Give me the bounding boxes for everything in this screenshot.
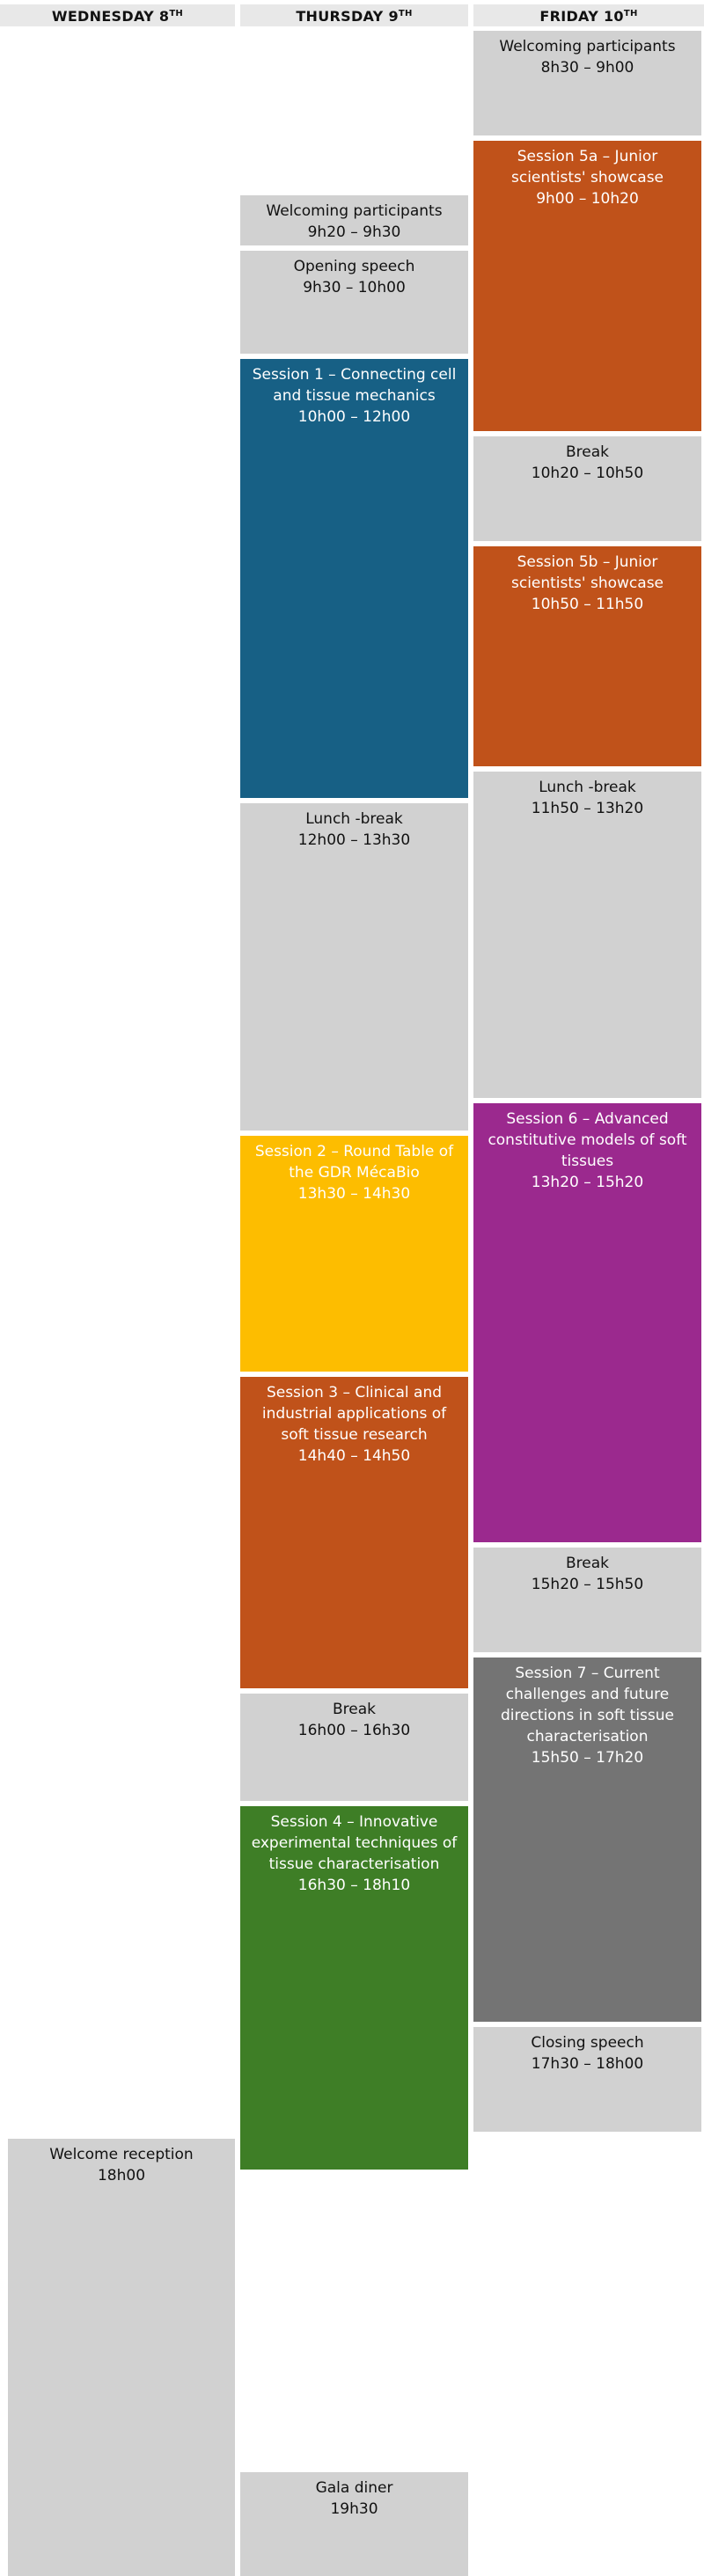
event-time: 18h00 xyxy=(97,2167,146,2184)
event-time: 15h20 – 15h50 xyxy=(531,1576,644,1593)
event-title: Session 5a – Junior scientists' showcase xyxy=(510,148,664,187)
event-welcoming-participants-fri: Welcoming participants 8h30 – 9h00 xyxy=(473,31,701,135)
event-title: Break xyxy=(566,443,609,461)
event-time: 16h30 – 18h10 xyxy=(297,1877,411,1894)
event-break-fri-afternoon: Break 15h20 – 15h50 xyxy=(473,1548,701,1652)
day-header-friday: FRIDAY 10TH xyxy=(473,4,704,26)
event-welcoming-participants-thu: Welcoming participants 9h20 – 9h30 xyxy=(240,195,468,245)
event-session-4: Session 4 – Innovative experimental tech… xyxy=(240,1806,468,2170)
event-time: 14h40 – 14h50 xyxy=(297,1447,411,1465)
event-title: Welcome reception xyxy=(49,2146,194,2163)
event-session-3: Session 3 – Clinical and industrial appl… xyxy=(240,1377,468,1688)
event-opening-speech: Opening speech 9h30 – 10h00 xyxy=(240,251,468,354)
event-time: 19h30 xyxy=(330,2500,378,2518)
day-name: THURSDAY 9 xyxy=(296,8,399,25)
event-break-thu: Break 16h00 – 16h30 xyxy=(240,1694,468,1801)
day-header-thursday: THURSDAY 9TH xyxy=(240,4,468,26)
event-time: 9h20 – 9h30 xyxy=(307,223,401,241)
event-session-5a: Session 5a – Junior scientists' showcase… xyxy=(473,141,701,431)
event-time: 9h30 – 10h00 xyxy=(303,279,406,296)
event-gala-diner: Gala diner 19h30 xyxy=(240,2472,468,2576)
event-time: 13h20 – 15h20 xyxy=(531,1174,644,1191)
event-time: 10h00 – 12h00 xyxy=(297,408,411,426)
event-title: Welcoming participants xyxy=(499,38,676,55)
event-welcome-reception: Welcome reception 18h00 xyxy=(8,2139,235,2576)
event-title: Break xyxy=(333,1701,376,1718)
event-closing-speech: Closing speech 17h30 – 18h00 xyxy=(473,2027,701,2132)
event-title: Session 6 – Advanced constitutive models… xyxy=(488,1110,687,1170)
event-time: 17h30 – 18h00 xyxy=(531,2055,644,2073)
event-title: Gala diner xyxy=(315,2479,393,2497)
event-title: Welcoming participants xyxy=(266,202,443,220)
event-title: Break xyxy=(566,1555,609,1572)
day-header-wednesday: WEDNESDAY 8TH xyxy=(0,4,235,26)
event-time: 11h50 – 13h20 xyxy=(531,800,644,817)
event-session-2: Session 2 – Round Table of the GDR MécaB… xyxy=(240,1136,468,1372)
event-title: Session 7 – Current challenges and futur… xyxy=(500,1665,674,1745)
event-time: 12h00 – 13h30 xyxy=(297,831,411,849)
event-session-6: Session 6 – Advanced constitutive models… xyxy=(473,1103,701,1542)
event-time: 9h00 – 10h20 xyxy=(536,190,639,208)
event-title: Session 5b – Junior scientists' showcase xyxy=(510,553,664,592)
event-title: Opening speech xyxy=(293,258,415,275)
event-time: 10h20 – 10h50 xyxy=(531,465,644,482)
event-lunch-break-fri: Lunch -break 11h50 – 13h20 xyxy=(473,772,701,1098)
event-lunch-break-thu: Lunch -break 12h00 – 13h30 xyxy=(240,803,468,1131)
day-name: FRIDAY 10 xyxy=(539,8,624,25)
event-title: Session 1 – Connecting cell and tissue m… xyxy=(252,366,457,405)
event-session-7: Session 7 – Current challenges and futur… xyxy=(473,1658,701,2022)
day-suffix: TH xyxy=(623,9,638,18)
event-time: 13h30 – 14h30 xyxy=(297,1185,411,1203)
event-title: Lunch -break xyxy=(305,810,403,828)
event-session-1: Session 1 – Connecting cell and tissue m… xyxy=(240,359,468,798)
event-time: 16h00 – 16h30 xyxy=(297,1722,411,1739)
event-time: 8h30 – 9h00 xyxy=(540,59,634,77)
event-title: Session 3 – Clinical and industrial appl… xyxy=(261,1384,447,1444)
event-time: 10h50 – 11h50 xyxy=(531,596,644,613)
event-title: Session 2 – Round Table of the GDR MécaB… xyxy=(254,1143,454,1182)
event-break-fri-morning: Break 10h20 – 10h50 xyxy=(473,436,701,541)
day-suffix: TH xyxy=(169,9,184,18)
event-time: 15h50 – 17h20 xyxy=(531,1749,644,1767)
day-suffix: TH xyxy=(398,9,413,18)
day-name: WEDNESDAY 8 xyxy=(51,8,170,25)
event-session-5b: Session 5b – Junior scientists' showcase… xyxy=(473,546,701,766)
event-title: Closing speech xyxy=(531,2034,644,2052)
event-title: Lunch -break xyxy=(539,779,636,796)
event-title: Session 4 – Innovative experimental tech… xyxy=(251,1813,458,1873)
